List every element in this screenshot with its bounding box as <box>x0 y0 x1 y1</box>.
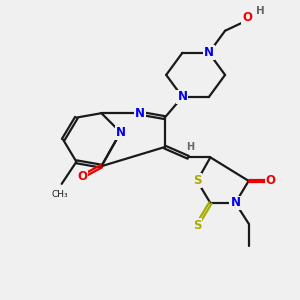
Text: CH₃: CH₃ <box>52 190 68 199</box>
Text: H: H <box>186 142 194 152</box>
Text: N: N <box>135 107 145 120</box>
Text: H: H <box>256 6 265 16</box>
Text: O: O <box>242 11 252 24</box>
Text: S: S <box>193 219 201 232</box>
Text: N: N <box>204 46 214 59</box>
Text: S: S <box>193 174 201 188</box>
Text: O: O <box>77 170 87 183</box>
Text: N: N <box>177 91 188 103</box>
Text: N: N <box>116 126 126 139</box>
Text: N: N <box>230 196 240 209</box>
Text: O: O <box>266 174 276 188</box>
